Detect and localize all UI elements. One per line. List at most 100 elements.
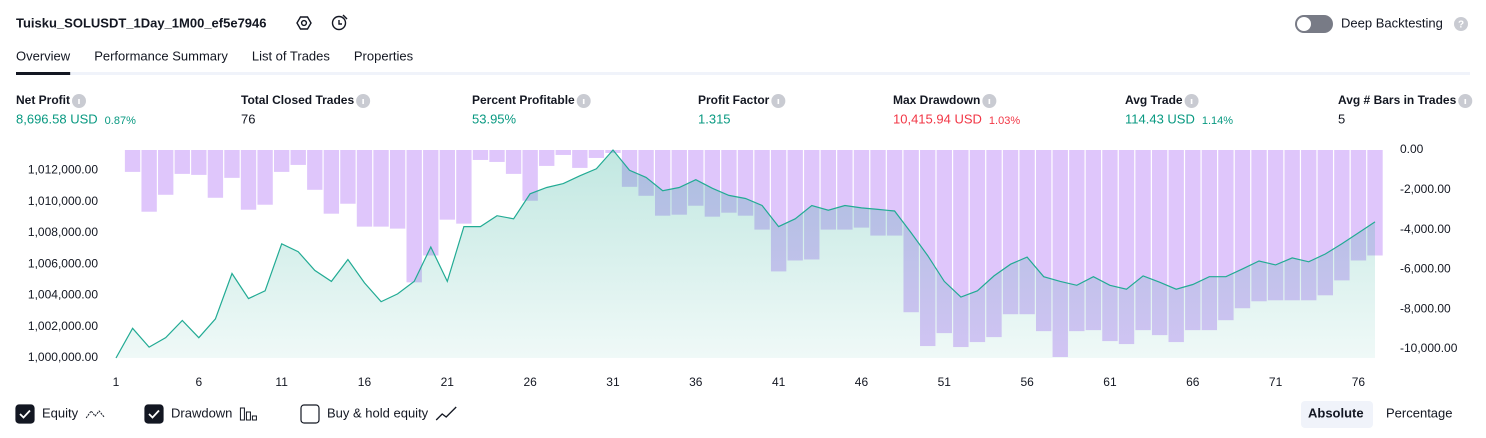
drawdown-bar [489,150,505,162]
x-tick-label: 21 [441,375,455,389]
drawdown-bar [273,150,290,172]
info-icon[interactable] [576,94,591,108]
settings-icon[interactable] [296,16,312,30]
info-icon[interactable] [771,94,786,108]
drawdown-bar [588,150,605,158]
x-tick-label: 11 [275,375,288,389]
drawdown-bar [124,150,141,172]
drawdown-bar [356,150,373,227]
info-bar [1190,99,1193,104]
drawdown-bar [340,150,356,204]
info-bar [988,99,991,104]
metric-value: 53.95% [472,111,517,126]
drawdown-bar [323,150,340,214]
y-tick-label: 1,012,000.00 [28,163,98,177]
y2-tick-label: -6,000.00 [1400,262,1451,276]
metric-label: Max Drawdown [893,93,980,107]
drawdown-bar [439,150,455,220]
active-tab-underline [16,72,71,75]
metric-value: 76 [241,111,255,126]
view-button[interactable]: Absolute [1308,405,1364,420]
x-tick-label: 76 [1352,375,1366,389]
tab[interactable]: List of Trades [252,48,331,63]
drawdown-bar [373,150,389,227]
metric-percent: 0.87% [105,115,136,127]
metric-value: 114.43 USD [1125,111,1195,126]
x-tick-label: 71 [1269,375,1283,389]
drawdown-bar [158,150,174,195]
equity-icon [85,410,105,419]
metric-label: Percent Profitable [472,93,575,107]
metric-value: 8,696.58 USD [16,111,98,126]
info-bar [1464,99,1467,104]
checkbox[interactable] [144,404,164,424]
y2-tick-label: 0.00 [1400,142,1424,156]
drawdown-bar [472,150,489,160]
y2-tick-label: -10,000.00 [1400,341,1458,355]
legend-label: Equity [42,405,79,420]
help-icon[interactable]: ? [1454,17,1468,31]
y-tick-label: 1,010,000.00 [28,194,98,208]
reload-icon[interactable] [331,14,348,31]
checkbox[interactable] [15,404,35,424]
buyhold-icon [435,406,457,421]
drawdown-bar [423,150,439,256]
info-icon[interactable] [1458,94,1473,108]
y-tick-label: 1,002,000.00 [28,319,98,333]
y-tick-label: 1,000,000.00 [28,350,98,364]
metric-label: Avg Trade [1125,93,1183,107]
x-tick-label: 31 [606,375,620,389]
info-icon[interactable] [356,94,371,108]
tab[interactable]: Performance Summary [94,48,228,63]
equity-area [116,150,1375,358]
drawdown-bar [307,150,323,190]
info-bar [78,99,80,104]
tab[interactable]: Properties [354,48,414,63]
checkbox-box [15,404,35,424]
deep-backtesting-toggle[interactable] [1295,15,1333,33]
drawdown-bar [389,150,406,229]
metric-value: 10,415.94 USD [893,111,982,126]
x-tick-label: 56 [1020,375,1034,389]
drawdown-bar [456,150,472,224]
view-button[interactable]: Percentage [1386,405,1453,420]
checkbox-box [144,404,164,424]
metric-value: 5 [1338,111,1345,126]
info-icon[interactable] [72,94,86,108]
drawdown-bar [539,150,555,166]
x-tick-label: 51 [938,375,952,389]
metric-label: Profit Factor [698,93,770,107]
x-tick-label: 6 [195,375,202,389]
y2-tick-label: -2,000.00 [1400,182,1451,196]
info-icon[interactable] [1184,94,1199,108]
info-icon[interactable] [982,94,997,108]
checkmark [148,409,160,419]
info-bar [362,99,364,104]
info-bar [777,99,780,104]
y2-tick-label: -8,000.00 [1400,301,1451,315]
tab[interactable]: Overview [16,48,71,63]
svg-text:?: ? [1458,20,1464,31]
x-tick-label: 66 [1186,375,1200,389]
legend-label: Buy & hold equity [327,405,429,420]
metric-percent: 1.14% [1202,115,1233,127]
metric-percent: 1.03% [989,115,1020,127]
metric-label: Avg # Bars in Trades [1338,93,1457,107]
strategy-title: Tuisku_SOLUSDT_1Day_1M00_ef5e7946 [16,15,267,30]
y-tick-label: 1,004,000.00 [28,288,98,302]
drawdown-bar [505,150,522,174]
x-tick-label: 26 [523,375,537,389]
active-view-bg [1301,401,1373,428]
drawdown-bar [555,150,571,155]
x-tick-label: 41 [772,375,786,389]
drawdown-bar [240,150,257,210]
metric-label: Net Profit [16,93,70,107]
tab-rule [16,72,1470,75]
checkbox[interactable] [300,404,320,424]
checkbox-box [300,404,320,424]
drawdown-bar [141,150,157,212]
drawdown-bar [207,150,224,198]
drawdown-bar [572,150,588,168]
